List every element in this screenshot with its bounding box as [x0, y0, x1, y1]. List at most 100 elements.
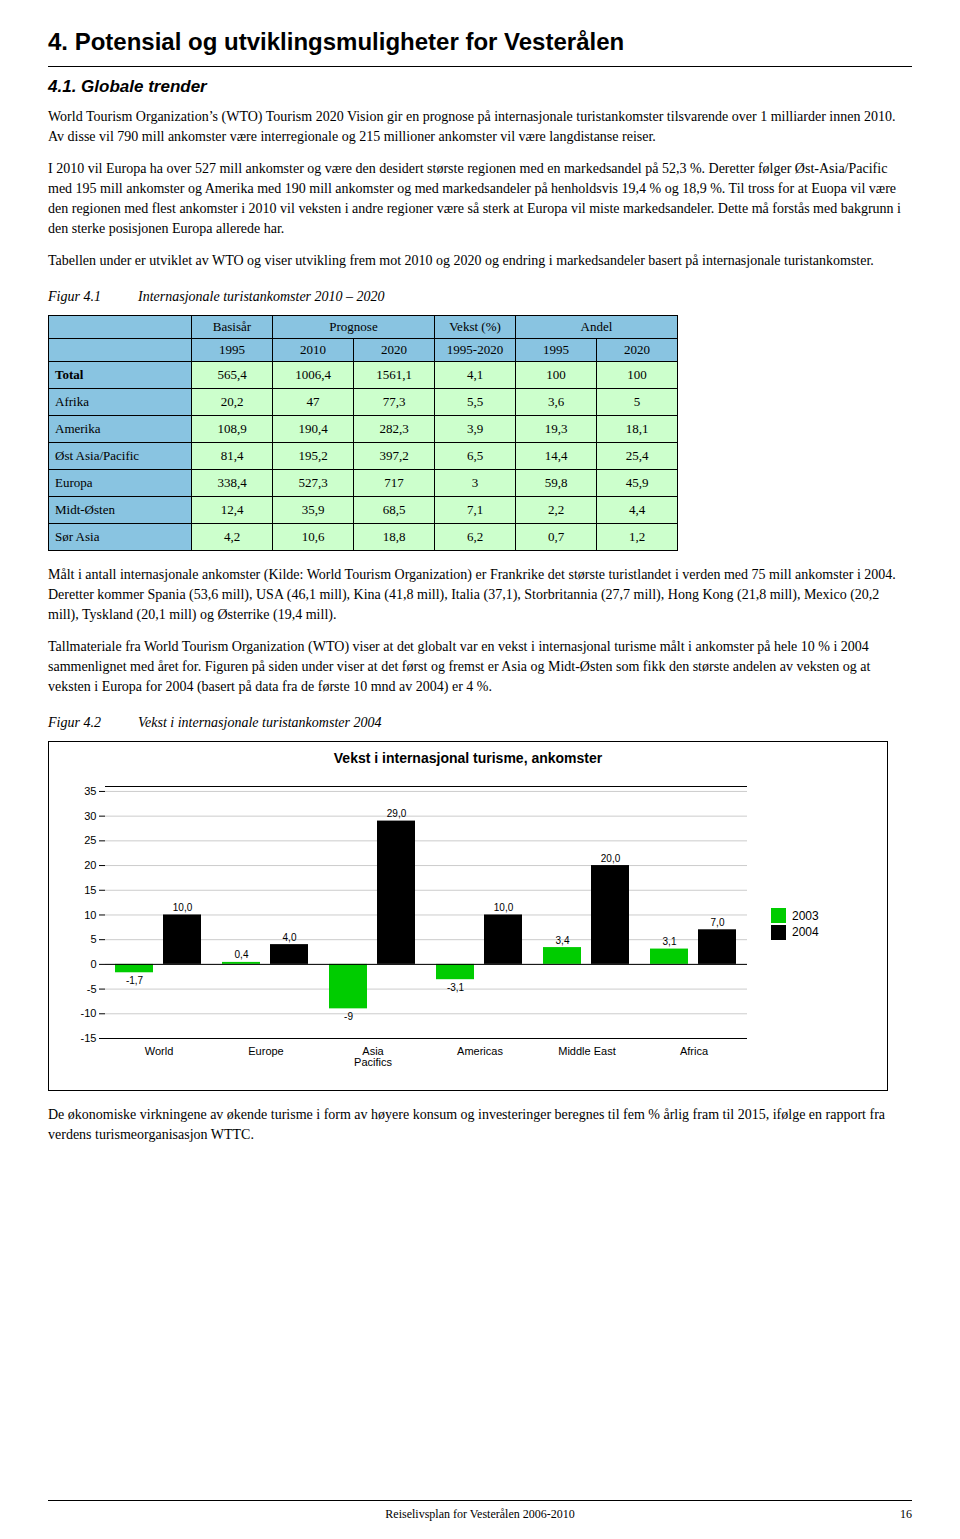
html-text:397,2: 397,2 — [379, 448, 409, 463]
html-text:282,3: 282,3 — [379, 421, 409, 436]
svg-text:10,0: 10,0 — [173, 902, 193, 913]
html-text:3,9: 3,9 — [466, 421, 484, 436]
html-text:717: 717 — [384, 475, 404, 490]
svg-text:20,0: 20,0 — [601, 853, 621, 864]
html-text:565,4: 565,4 — [217, 367, 247, 382]
svg-text:-5: -5 — [87, 983, 97, 995]
html-text:45,9: 45,9 — [625, 475, 649, 490]
html-text:Tabellen under er utviklet av: Tabellen under er utviklet av WTO og vis… — [48, 253, 874, 268]
html-text:19,3: 19,3 — [544, 421, 568, 436]
html-text:Vekst i internasjonal turisme,: Vekst i internasjonal turisme, ankomster — [333, 750, 603, 766]
html-text:14,4: 14,4 — [544, 448, 568, 463]
html-text:Internasjonale turistankomster: Internasjonale turistankomster 2010 – 20… — [138, 289, 385, 304]
html-text:World Tourism Organization’s (: World Tourism Organization’s (WTO) Touri… — [48, 109, 896, 144]
html-text:2020: 2020 — [624, 342, 650, 357]
html-text:Afrika: Afrika — [55, 394, 89, 409]
html-text:Total: Total — [55, 367, 84, 382]
html-text:10,6: 10,6 — [301, 529, 325, 544]
html-text:1006,4: 1006,4 — [295, 367, 331, 382]
svg-text:25: 25 — [84, 834, 96, 846]
svg-text:35: 35 — [84, 785, 96, 797]
svg-text:Europe: Europe — [248, 1045, 283, 1057]
svg-text:10,0: 10,0 — [494, 902, 514, 913]
html-text:35,9: 35,9 — [301, 502, 325, 517]
svg-text:20: 20 — [84, 859, 96, 871]
html-text:4,2: 4,2 — [223, 529, 241, 544]
html-text:0,7: 0,7 — [547, 529, 565, 544]
html-text:18,8: 18,8 — [382, 529, 406, 544]
html-text:1995: 1995 — [543, 342, 569, 357]
html-text:81,4: 81,4 — [220, 448, 244, 463]
html-text:1995: 1995 — [219, 342, 245, 357]
html-text:59,8: 59,8 — [544, 475, 568, 490]
html-text:6,5: 6,5 — [466, 448, 484, 463]
html-text:77,3: 77,3 — [382, 394, 406, 409]
html-text:Vekst (%): Vekst (%) — [449, 319, 501, 334]
html-text:1,2: 1,2 — [628, 529, 646, 544]
svg-text:-1,7: -1,7 — [126, 975, 144, 986]
html-text:20,2: 20,2 — [220, 394, 244, 409]
html-text:Målt i antall internasjonale a: Målt i antall internasjonale ankomster (… — [48, 567, 896, 622]
html-text:Figur 4.1: Figur 4.1 — [48, 289, 101, 304]
svg-text:4,0: 4,0 — [283, 932, 297, 943]
html-text:2020: 2020 — [381, 342, 407, 357]
html-text:7,1: 7,1 — [466, 502, 484, 517]
svg-text:0,4: 0,4 — [235, 949, 249, 960]
svg-text:AsiaPacifics: AsiaPacifics — [354, 1045, 392, 1068]
svg-text:Americas: Americas — [457, 1045, 503, 1057]
html-text:Figur 4.2: Figur 4.2 — [48, 715, 101, 730]
svg-text:5: 5 — [90, 933, 96, 945]
html-text:1561,1: 1561,1 — [376, 367, 412, 382]
html-text:1995-2020: 1995-2020 — [446, 342, 504, 357]
svg-text:29,0: 29,0 — [387, 808, 407, 819]
html-text:3,6: 3,6 — [547, 394, 565, 409]
html-text:Basisår: Basisår — [212, 319, 252, 334]
html-text:4,4: 4,4 — [628, 502, 646, 517]
html-text:Tallmateriale fra World Touris: Tallmateriale fra World Tourism Organiza… — [48, 639, 871, 694]
svg-text:-10: -10 — [81, 1007, 97, 1019]
html-text:Sør Asia: Sør Asia — [55, 529, 100, 544]
html-text:2010: 2010 — [300, 342, 326, 357]
html-text:338,4: 338,4 — [217, 475, 247, 490]
html-text:68,5: 68,5 — [382, 502, 406, 517]
html-text:Andel: Andel — [580, 319, 613, 334]
html-text:Vekst i internasjonale turista: Vekst i internasjonale turistankomster 2… — [138, 715, 382, 730]
html-text:100: 100 — [546, 367, 566, 382]
svg-text:-3,1: -3,1 — [447, 982, 465, 993]
svg-text:3,1: 3,1 — [663, 936, 677, 947]
html-text:Europa: Europa — [55, 475, 93, 490]
html-text:Amerika: Amerika — [55, 421, 101, 436]
svg-text:7,0: 7,0 — [711, 917, 725, 928]
html-text:195,2: 195,2 — [298, 448, 328, 463]
html-text:2004: 2004 — [792, 925, 819, 940]
html-text:De økonomiske virkningene av ø: De økonomiske virkningene av økende turi… — [48, 1107, 885, 1142]
html-text:4. Potensial og utviklingsmuli: 4. Potensial og utviklingsmuligheter for… — [48, 28, 625, 55]
html-text:12,4: 12,4 — [220, 502, 244, 517]
html-text:190,4: 190,4 — [298, 421, 328, 436]
html-text:100: 100 — [627, 367, 647, 382]
svg-text:World: World — [145, 1045, 174, 1057]
html-text:2,2: 2,2 — [547, 502, 565, 517]
html-text:4,1: 4,1 — [466, 367, 484, 382]
html-text:527,3: 527,3 — [298, 475, 328, 490]
svg-text:15: 15 — [84, 884, 96, 896]
html-text:Prognose: Prognose — [329, 319, 378, 334]
html-text:Midt-Østen: Midt-Østen — [55, 502, 115, 517]
svg-text:-15: -15 — [81, 1032, 97, 1044]
html-text:6,2: 6,2 — [466, 529, 484, 544]
svg-text:Africa: Africa — [680, 1045, 709, 1057]
svg-text:Middle East: Middle East — [558, 1045, 615, 1057]
svg-text:10: 10 — [84, 908, 96, 920]
html-text:Øst Asia/Pacific: Øst Asia/Pacific — [55, 448, 140, 463]
html-text:I 2010 vil Europa ha over 527: I 2010 vil Europa ha over 527 mill ankom… — [48, 161, 901, 236]
html-text:2003: 2003 — [792, 908, 819, 923]
html-text:25,4: 25,4 — [625, 448, 649, 463]
svg-text:-9: -9 — [344, 1011, 353, 1022]
html-text:18,1: 18,1 — [625, 421, 649, 436]
html-text:5,5: 5,5 — [466, 394, 484, 409]
svg-text:30: 30 — [84, 810, 96, 822]
svg-text:3,4: 3,4 — [556, 935, 570, 946]
html-text:4.1. Globale trender: 4.1. Globale trender — [48, 77, 207, 96]
html-text:108,9: 108,9 — [217, 421, 247, 436]
svg-text:0: 0 — [90, 958, 96, 970]
